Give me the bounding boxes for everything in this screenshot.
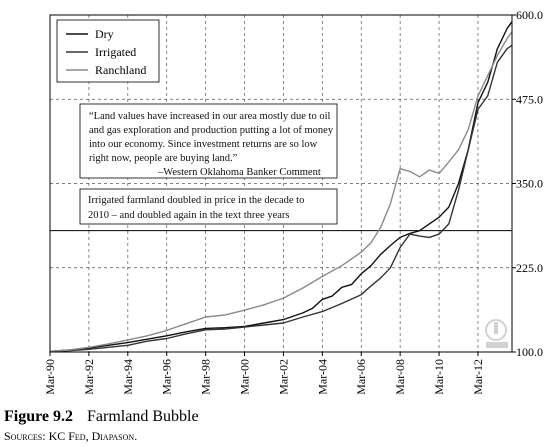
x-tick-label: Mar-00 — [238, 359, 252, 395]
x-tick-label: Mar-98 — [199, 359, 213, 395]
legend: Dry Irrigated Ranchland — [56, 19, 160, 83]
irrigated-note-line-1: Irrigated farmland doubled in price in t… — [88, 195, 304, 206]
quote-annotation: “Land values have increased in our area … — [79, 103, 338, 179]
y-tick-label: 350.0 — [516, 177, 543, 191]
x-tick-label: Mar-02 — [276, 359, 290, 395]
series-lines — [49, 21, 513, 352]
x-tick-label: Mar-12 — [471, 359, 485, 395]
series-line-ranchland — [49, 31, 513, 352]
y-tick-label: 225.0 — [516, 261, 543, 275]
y-axis-ticks: 100.0 225.0 350.0 475.0 600.0 — [512, 8, 543, 359]
x-tick-label: Mar-06 — [354, 359, 368, 395]
y-tick-label: 475.0 — [516, 92, 543, 106]
quote-line-2: and gas exploration and production putti… — [89, 125, 334, 136]
quote-line-4: right now, people are buying land.” — [89, 153, 238, 164]
y-tick-label: 600.0 — [516, 8, 543, 22]
figure-caption: Figure 9.2 Farmland Bubble — [4, 408, 199, 426]
x-tick-label: Mar-08 — [393, 359, 407, 395]
sources-text: KC Fed, Diapason. — [48, 429, 138, 443]
x-tick-label: Mar-10 — [432, 359, 446, 395]
quote-line-3: into our economy. Since investment retur… — [89, 139, 318, 150]
legend-label-ranchland: Ranchland — [95, 63, 146, 77]
x-tick-label: Mar-04 — [315, 359, 329, 395]
figure-sources: Sources: KC Fed, Diapason. — [4, 429, 137, 444]
x-tick-label: Mar-90 — [43, 359, 57, 395]
quote-line-1: “Land values have increased in our area … — [89, 111, 330, 122]
grid-lines — [50, 15, 512, 352]
irrigated-note-line-2: 2010 – and doubled again in the text thr… — [88, 210, 289, 221]
y-tick-label: 100.0 — [516, 345, 543, 359]
irrigated-annotation: Irrigated farmland doubled in price in t… — [79, 188, 338, 225]
series-line-irrigated — [49, 44, 513, 352]
legend-label-irrigated: Irrigated — [95, 45, 136, 59]
x-tick-label: Mar-92 — [82, 359, 96, 395]
figure-title: Farmland Bubble — [87, 408, 199, 425]
x-axis-ticks: Mar-90 Mar-92 Mar-94 Mar-96 Mar-98 Mar-00 Mar-… — [43, 352, 485, 395]
series-line-dry — [49, 21, 513, 352]
quote-attribution: –Western Oklahoma Banker Comment — [157, 167, 321, 178]
legend-label-dry: Dry — [95, 27, 114, 41]
sources-label: Sources: — [4, 429, 46, 443]
x-tick-label: Mar-96 — [160, 359, 174, 395]
x-tick-label: Mar-94 — [121, 359, 135, 395]
figure-number: Figure 9.2 — [4, 408, 74, 425]
logo-watermark-icon — [485, 319, 508, 348]
